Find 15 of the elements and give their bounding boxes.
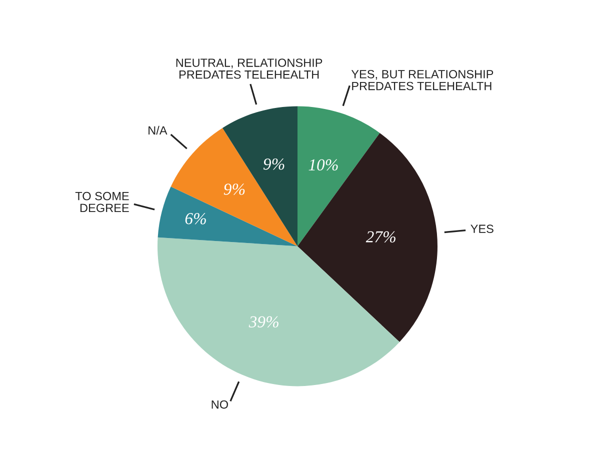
- pie-slice: [298, 132, 438, 342]
- data-label: 9%: [263, 158, 284, 170]
- pie-slice: [170, 128, 298, 246]
- slice-label: TO SOME DEGREE: [75, 192, 129, 212]
- slice-label: YES: [470, 224, 494, 234]
- slice-label: NEUTRAL, RELATIONSHIP PREDATES TELEHEALTH: [176, 58, 322, 79]
- pie-slice: [222, 106, 298, 246]
- slice-label: NO: [212, 400, 228, 409]
- data-label: 6%: [185, 213, 206, 224]
- slice-label: N/A: [148, 126, 168, 135]
- data-label: 9%: [224, 184, 245, 195]
- data-label: 39%: [248, 316, 278, 328]
- data-label: 27%: [366, 231, 396, 243]
- slice-label: YES, BUT RELATIONSHIP PREDATES TELEHEALTH: [351, 70, 494, 90]
- data-label: 10%: [308, 159, 338, 171]
